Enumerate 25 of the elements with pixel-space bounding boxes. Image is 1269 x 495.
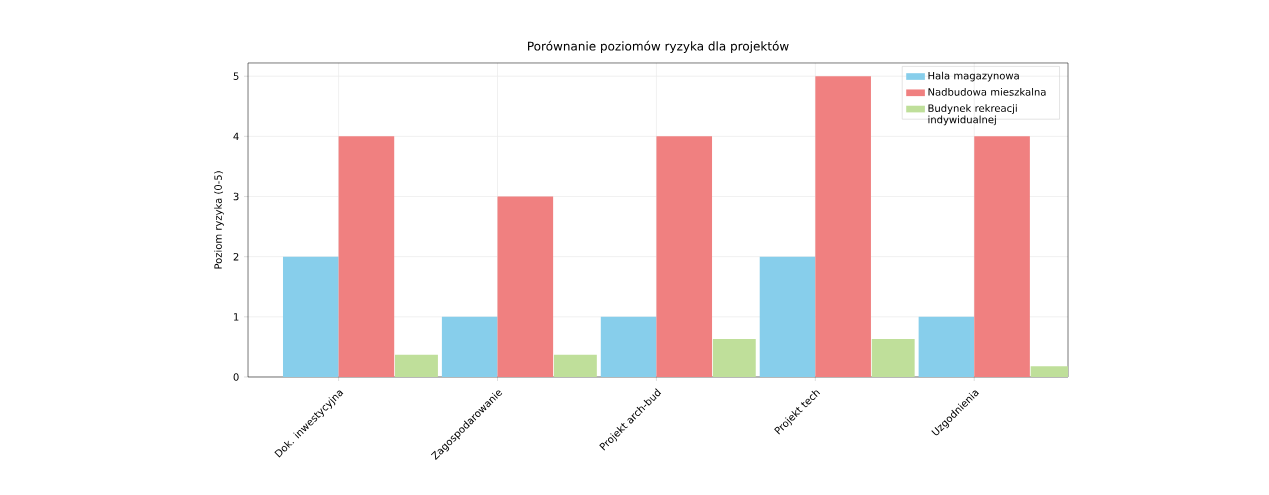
bar — [815, 76, 871, 377]
bar — [656, 136, 713, 377]
bar — [441, 316, 498, 377]
y-tick-label: 4 — [233, 132, 239, 141]
bar — [282, 256, 339, 377]
chart-title: Porównanie poziomów ryzyka dla projektów — [528, 40, 789, 53]
bar — [600, 316, 657, 377]
legend-label: Hala magazynowa — [928, 71, 1019, 82]
y-tick-label: 1 — [234, 313, 239, 321]
bar — [712, 339, 756, 377]
bar — [338, 136, 395, 377]
legend-label: Budynek rekreacji indywidualnej — [928, 104, 1017, 126]
bar — [497, 196, 554, 377]
y-tick-label: 3 — [233, 192, 239, 201]
bar — [974, 136, 1030, 377]
bar — [918, 316, 975, 377]
bar — [395, 354, 438, 377]
bar — [871, 339, 915, 377]
y-tick-label: 0 — [233, 373, 239, 381]
bar — [553, 354, 597, 377]
legend-label: Nadbudowa mieszkalna — [928, 87, 1046, 96]
y-tick-label: 5 — [233, 72, 239, 80]
bar — [759, 256, 816, 377]
y-axis-title: Poziom ryzyka (0-5) — [214, 171, 224, 269]
y-tick-label: 2 — [233, 252, 239, 261]
